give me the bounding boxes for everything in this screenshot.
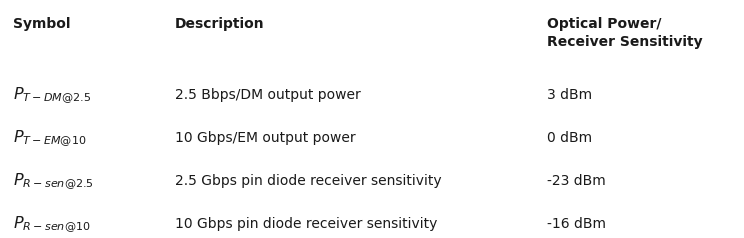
Text: 10 Gbps pin diode receiver sensitivity: 10 Gbps pin diode receiver sensitivity — [175, 217, 437, 231]
Text: 3 dBm: 3 dBm — [547, 88, 592, 102]
Text: Symbol: Symbol — [13, 17, 71, 31]
Text: 10 Gbps/EM output power: 10 Gbps/EM output power — [175, 131, 356, 145]
Text: 2.5 Gbps pin diode receiver sensitivity: 2.5 Gbps pin diode receiver sensitivity — [175, 174, 441, 188]
Text: Description: Description — [175, 17, 264, 31]
Text: 2.5 Bbps/DM output power: 2.5 Bbps/DM output power — [175, 88, 361, 102]
Text: 0 dBm: 0 dBm — [547, 131, 592, 145]
Text: $P_{R-sen@2.5}$: $P_{R-sen@2.5}$ — [13, 171, 94, 191]
Text: $P_{T-DM@2.5}$: $P_{T-DM@2.5}$ — [13, 85, 92, 105]
Text: $P_{T-EM@10}$: $P_{T-EM@10}$ — [13, 128, 87, 148]
Text: -16 dBm: -16 dBm — [547, 217, 606, 231]
Text: -23 dBm: -23 dBm — [547, 174, 606, 188]
Text: $P_{R-sen@10}$: $P_{R-sen@10}$ — [13, 214, 91, 233]
Text: Optical Power/
Receiver Sensitivity: Optical Power/ Receiver Sensitivity — [547, 17, 702, 49]
